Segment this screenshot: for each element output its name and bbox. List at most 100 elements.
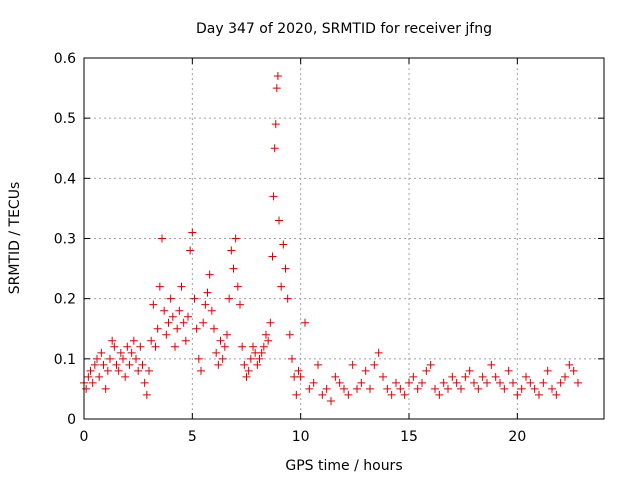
data-point: [418, 378, 426, 387]
data-point: [186, 246, 195, 255]
data-point: [173, 324, 182, 333]
data-point: [281, 264, 290, 273]
data-point: [242, 372, 251, 381]
x-tick-label: 10: [292, 429, 310, 445]
data-point: [101, 384, 110, 393]
data-point: [275, 216, 283, 225]
data-point: [160, 306, 169, 315]
data-point: [246, 354, 255, 363]
data-point: [374, 348, 383, 357]
data-point: [344, 390, 353, 399]
data-point: [285, 330, 294, 339]
data-point: [199, 318, 208, 327]
data-point: [561, 372, 569, 381]
data-point: [257, 348, 266, 357]
data-point: [210, 324, 218, 333]
data-point: [262, 330, 270, 339]
data-point: [331, 372, 340, 381]
data-point: [491, 372, 500, 381]
data-point: [142, 390, 151, 399]
data-point: [93, 354, 101, 363]
data-point: [305, 384, 314, 393]
data-point: [164, 318, 173, 327]
chart-title: Day 347 of 2020, SRMTID for receiver jfn…: [196, 21, 492, 37]
data-point: [84, 372, 93, 381]
data-point: [461, 372, 470, 381]
data-point: [151, 342, 160, 351]
x-axis-label: GPS time / hours: [285, 458, 402, 474]
data-point: [400, 390, 409, 399]
data-point: [556, 378, 565, 387]
data-point: [439, 378, 448, 387]
data-point: [129, 336, 138, 345]
data-point: [470, 378, 478, 387]
data-point: [225, 294, 234, 303]
x-tick-label: 0: [80, 429, 89, 445]
data-point: [99, 360, 108, 369]
data-point: [465, 366, 474, 375]
data-point: [177, 282, 186, 291]
data-point: [214, 360, 223, 369]
data-point: [168, 312, 177, 321]
data-point: [268, 252, 277, 261]
y-tick-label: 0.4: [54, 171, 76, 187]
data-point: [229, 264, 238, 273]
data-point: [496, 378, 504, 387]
data-point: [86, 366, 95, 375]
data-point: [294, 366, 303, 375]
x-tick-label: 20: [508, 429, 526, 445]
data-point: [201, 300, 210, 309]
data-point: [138, 360, 147, 369]
data-point: [162, 330, 171, 339]
data-point: [283, 294, 292, 303]
data-point: [277, 282, 286, 291]
data-point: [509, 378, 517, 387]
data-point: [444, 384, 452, 393]
data-point: [249, 342, 257, 351]
data-point: [279, 240, 288, 249]
data-point: [95, 372, 104, 381]
data-point: [181, 336, 190, 345]
data-point: [487, 360, 496, 369]
data-point: [270, 144, 279, 153]
data-point: [134, 366, 143, 375]
data-point: [296, 372, 305, 381]
data-point: [513, 390, 522, 399]
data-point: [569, 366, 578, 375]
data-point: [255, 354, 264, 363]
data-point: [301, 318, 309, 327]
data-point: [474, 384, 483, 393]
data-point: [426, 360, 435, 369]
data-point: [112, 360, 121, 369]
y-tick-label: 0.3: [54, 232, 76, 248]
data-point: [322, 384, 331, 393]
x-tick-label: 15: [400, 429, 418, 445]
data-point: [269, 192, 278, 201]
data-point: [132, 354, 140, 363]
data-point: [190, 294, 199, 303]
data-point: [184, 312, 192, 321]
data-point: [309, 378, 318, 387]
data-point: [522, 372, 530, 381]
data-point: [203, 288, 212, 297]
data-point: [272, 84, 281, 93]
data-point: [271, 120, 280, 129]
data-point: [253, 360, 262, 369]
data-point: [530, 384, 539, 393]
data-point: [88, 378, 97, 387]
data-point: [145, 366, 153, 375]
data-point: [236, 300, 244, 309]
data-point: [192, 324, 201, 333]
data-point: [340, 384, 348, 393]
data-point: [140, 378, 149, 387]
data-point: [197, 366, 205, 375]
data-point: [103, 366, 112, 375]
data-point: [565, 360, 574, 369]
data-point: [223, 330, 231, 339]
data-point: [218, 354, 227, 363]
data-point: [379, 372, 387, 381]
data-point: [422, 366, 431, 375]
data-point: [357, 378, 366, 387]
data-point: [205, 270, 214, 279]
data-point: [539, 378, 548, 387]
